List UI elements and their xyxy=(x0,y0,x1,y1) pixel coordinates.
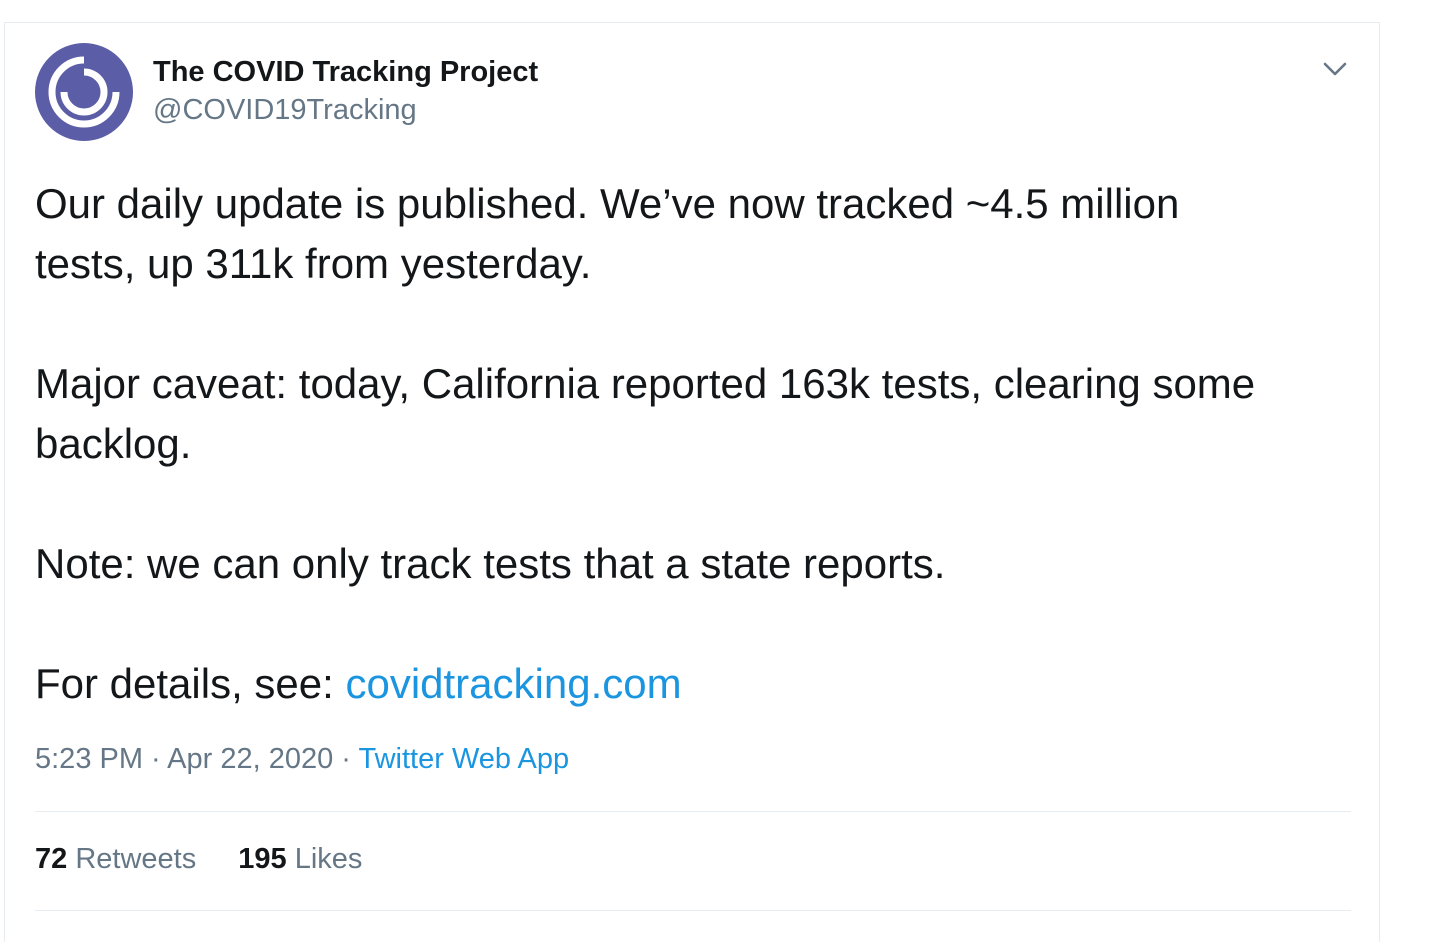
author-handle[interactable]: @COVID19Tracking xyxy=(153,94,417,126)
tweet-stats: 72 Retweets 195 Likes xyxy=(35,843,396,876)
retweets-count: 72 xyxy=(35,843,68,875)
tweet-text-line: Our daily update is published. We’ve now… xyxy=(35,180,1180,227)
divider xyxy=(35,910,1351,911)
tweet-source-link[interactable]: Twitter Web App xyxy=(358,743,570,775)
tweet-text-line: tests, up 311k from yesterday. xyxy=(35,240,592,287)
divider xyxy=(35,811,1351,812)
tweet-date[interactable]: Apr 22, 2020 xyxy=(167,743,334,775)
tweet-text-line: For details, see: covidtracking.com xyxy=(35,660,682,708)
separator: · xyxy=(333,743,359,775)
retweets-stat[interactable]: 72 Retweets xyxy=(35,843,196,875)
likes-label: Likes xyxy=(294,843,363,875)
tweet-text-line: Note: we can only track tests that a sta… xyxy=(35,540,946,587)
retweets-label: Retweets xyxy=(75,843,197,875)
separator: · xyxy=(143,743,168,775)
author-name[interactable]: The COVID Tracking Project xyxy=(153,56,539,88)
chevron-down-icon[interactable] xyxy=(1318,54,1352,84)
avatar[interactable] xyxy=(35,43,133,141)
likes-stat[interactable]: 195 Likes xyxy=(238,843,362,875)
tweet-time[interactable]: 5:23 PM xyxy=(35,743,143,775)
likes-count: 195 xyxy=(238,843,287,875)
tweet-text-line: backlog. xyxy=(35,420,192,467)
tweet-meta: 5:23 PM · Apr 22, 2020 · Twitter Web App xyxy=(35,743,569,776)
tweet-text-line: Major caveat: today, California reported… xyxy=(35,360,1256,407)
details-prefix: For details, see: xyxy=(35,660,346,707)
tweet-card xyxy=(4,22,1380,942)
website-link[interactable]: covidtracking.com xyxy=(345,660,682,707)
